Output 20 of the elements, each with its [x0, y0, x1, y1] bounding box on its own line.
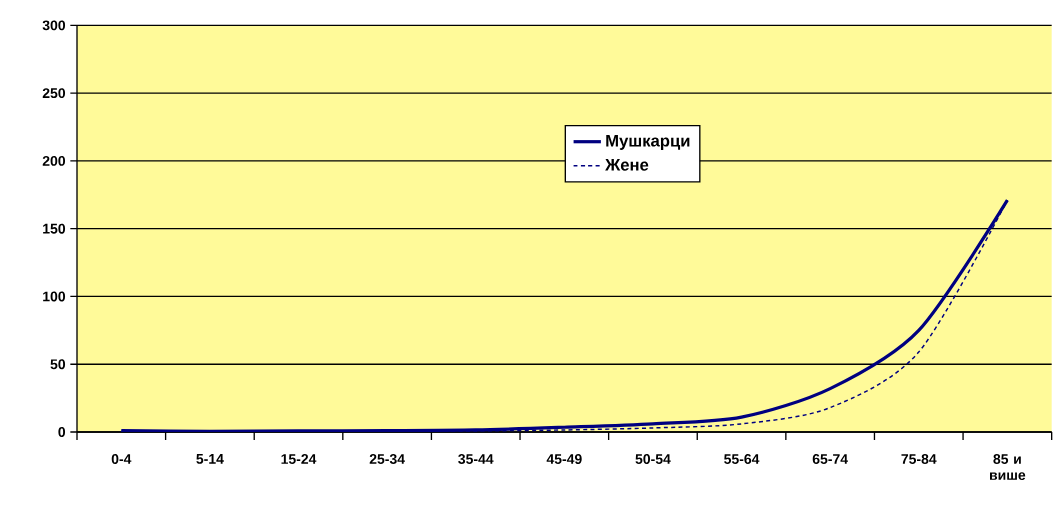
- x-tick-label: 85 и више: [990, 454, 1026, 480]
- y-tick-label: 50: [50, 359, 66, 370]
- x-tick-label: 25-34: [369, 454, 405, 464]
- y-tick-label: 200: [42, 155, 66, 166]
- x-tick-label: 55-64: [724, 454, 760, 464]
- y-tick-label: 300: [42, 20, 66, 31]
- y-tick-label: 150: [43, 223, 66, 234]
- y-tick-label: 100: [43, 291, 66, 302]
- x-tick-label: 5-14: [196, 454, 224, 464]
- x-tick-label: 15-24: [281, 454, 317, 464]
- x-tick-label: 35-44: [458, 454, 494, 464]
- y-tick-label: 250: [42, 88, 66, 99]
- legend-label: Жене: [605, 159, 649, 171]
- y-tick-label: 0: [58, 427, 66, 437]
- legend-label: Мушкарци: [606, 134, 690, 150]
- x-tick-label: 0-4: [111, 454, 132, 464]
- x-tick-label: 65-74: [812, 454, 848, 464]
- x-tick-label: 75-84: [901, 454, 937, 464]
- x-tick-label: 50-54: [635, 454, 671, 464]
- x-tick-label: 45-49: [546, 454, 582, 464]
